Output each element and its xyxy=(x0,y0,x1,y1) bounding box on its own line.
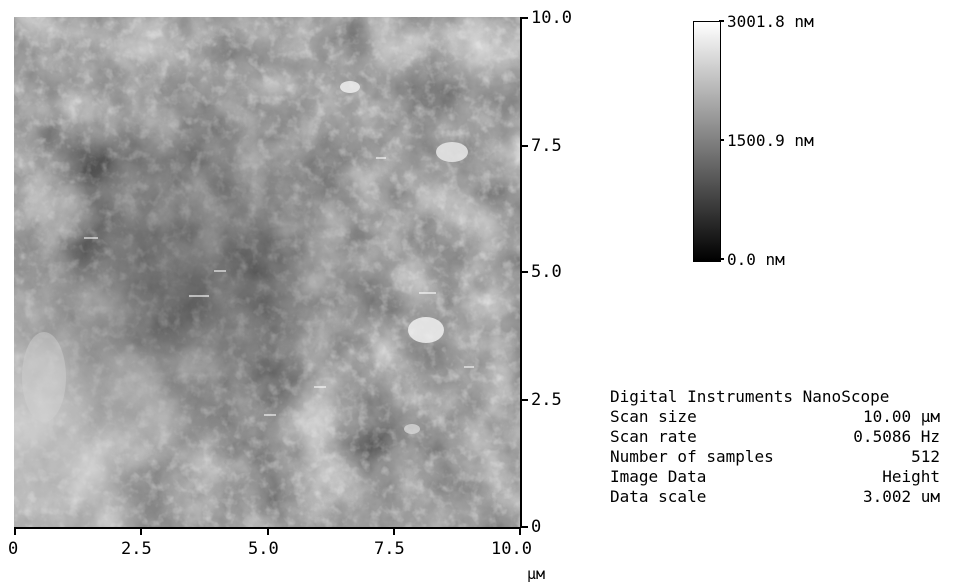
scan-info-value: Height xyxy=(882,467,940,486)
x-tick-label: 7.5 xyxy=(374,539,405,559)
scan-info-panel: Digital Instruments NanoScope Scan size 1… xyxy=(610,387,940,507)
x-tick-label: 5.0 xyxy=(248,539,279,559)
scan-info-value: 512 xyxy=(911,447,940,466)
x-tick-label: 10.0 xyxy=(491,539,532,559)
scan-info-row: Image Data Height xyxy=(610,467,940,487)
colorbar-mid-label: 1500.9 nм xyxy=(727,131,814,150)
scan-info-row: Scan size 10.00 µм xyxy=(610,407,940,427)
scan-info-row: Scan rate 0.5086 Hz xyxy=(610,427,940,447)
scan-info-label: Scan rate xyxy=(610,427,697,446)
y-tick-label: 2.5 xyxy=(531,390,562,410)
scan-info-row: Data scale 3.002 uм xyxy=(610,487,940,507)
scan-info-label: Number of samples xyxy=(610,447,774,466)
height-colorbar xyxy=(693,21,721,262)
scan-info-value: 10.00 µм xyxy=(862,407,940,426)
colorbar-max-label: 3001.8 nм xyxy=(727,12,814,31)
y-tick-label: 0 xyxy=(531,517,542,537)
scan-info-row: Number of samples 512 xyxy=(610,447,940,467)
x-tick-label: 2.5 xyxy=(121,539,152,559)
y-tick-label: 10.0 xyxy=(531,8,572,28)
instrument-title: Digital Instruments NanoScope xyxy=(610,387,890,406)
afm-height-image xyxy=(14,17,521,527)
x-tick-label: 0 xyxy=(8,539,19,559)
x-unit-label: µм xyxy=(527,565,546,583)
scan-info-value: 3.002 uм xyxy=(862,487,940,506)
y-tick-label: 5.0 xyxy=(531,262,562,282)
scan-info-label: Scan size xyxy=(610,407,697,426)
scan-info-label: Data scale xyxy=(610,487,707,506)
y-tick-label: 7.5 xyxy=(531,136,562,156)
colorbar-min-label: 0.0 nм xyxy=(727,250,785,269)
scan-info-label: Image Data xyxy=(610,467,707,486)
scan-info-value: 0.5086 Hz xyxy=(853,427,940,446)
